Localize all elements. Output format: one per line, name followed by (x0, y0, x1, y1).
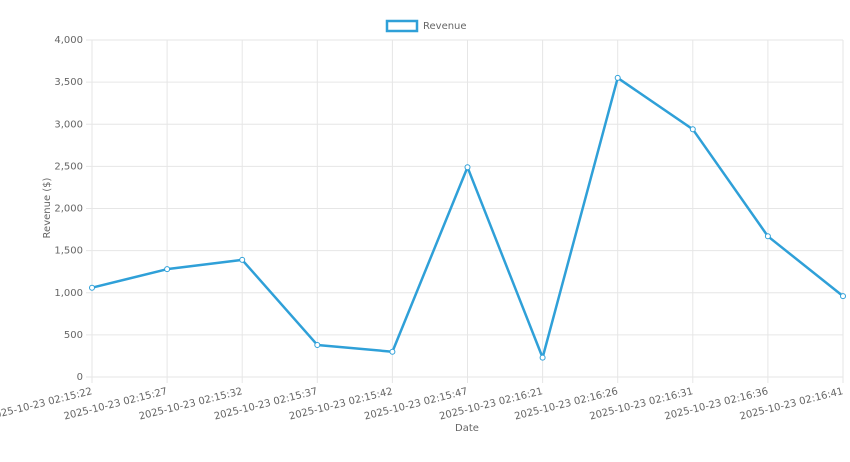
y-tick-label: 3,000 (54, 119, 83, 130)
legend-swatch[interactable] (385, 19, 419, 33)
y-tick-label: 1,500 (54, 246, 83, 257)
point (389, 348, 396, 355)
y-tick-label: 2,000 (54, 204, 83, 215)
point (614, 74, 621, 81)
point (164, 266, 171, 273)
point (840, 293, 846, 300)
legend-label: Revenue (423, 21, 467, 32)
y-tick-label: 0 (77, 372, 83, 383)
y-axis-title: Revenue ($) (42, 177, 53, 238)
point (539, 354, 546, 361)
point (239, 256, 246, 263)
y-tick-label: 500 (64, 330, 83, 341)
y-tick-label: 2,500 (54, 161, 83, 172)
point (689, 126, 696, 133)
y-tick-label: 4,000 (54, 35, 83, 46)
y-tick-label: 3,500 (54, 77, 83, 88)
x-axis-title: Date (455, 423, 479, 434)
point (464, 164, 471, 171)
point (89, 284, 95, 291)
point (314, 341, 321, 348)
point (764, 233, 771, 240)
y-tick-label: 1,000 (54, 288, 83, 299)
